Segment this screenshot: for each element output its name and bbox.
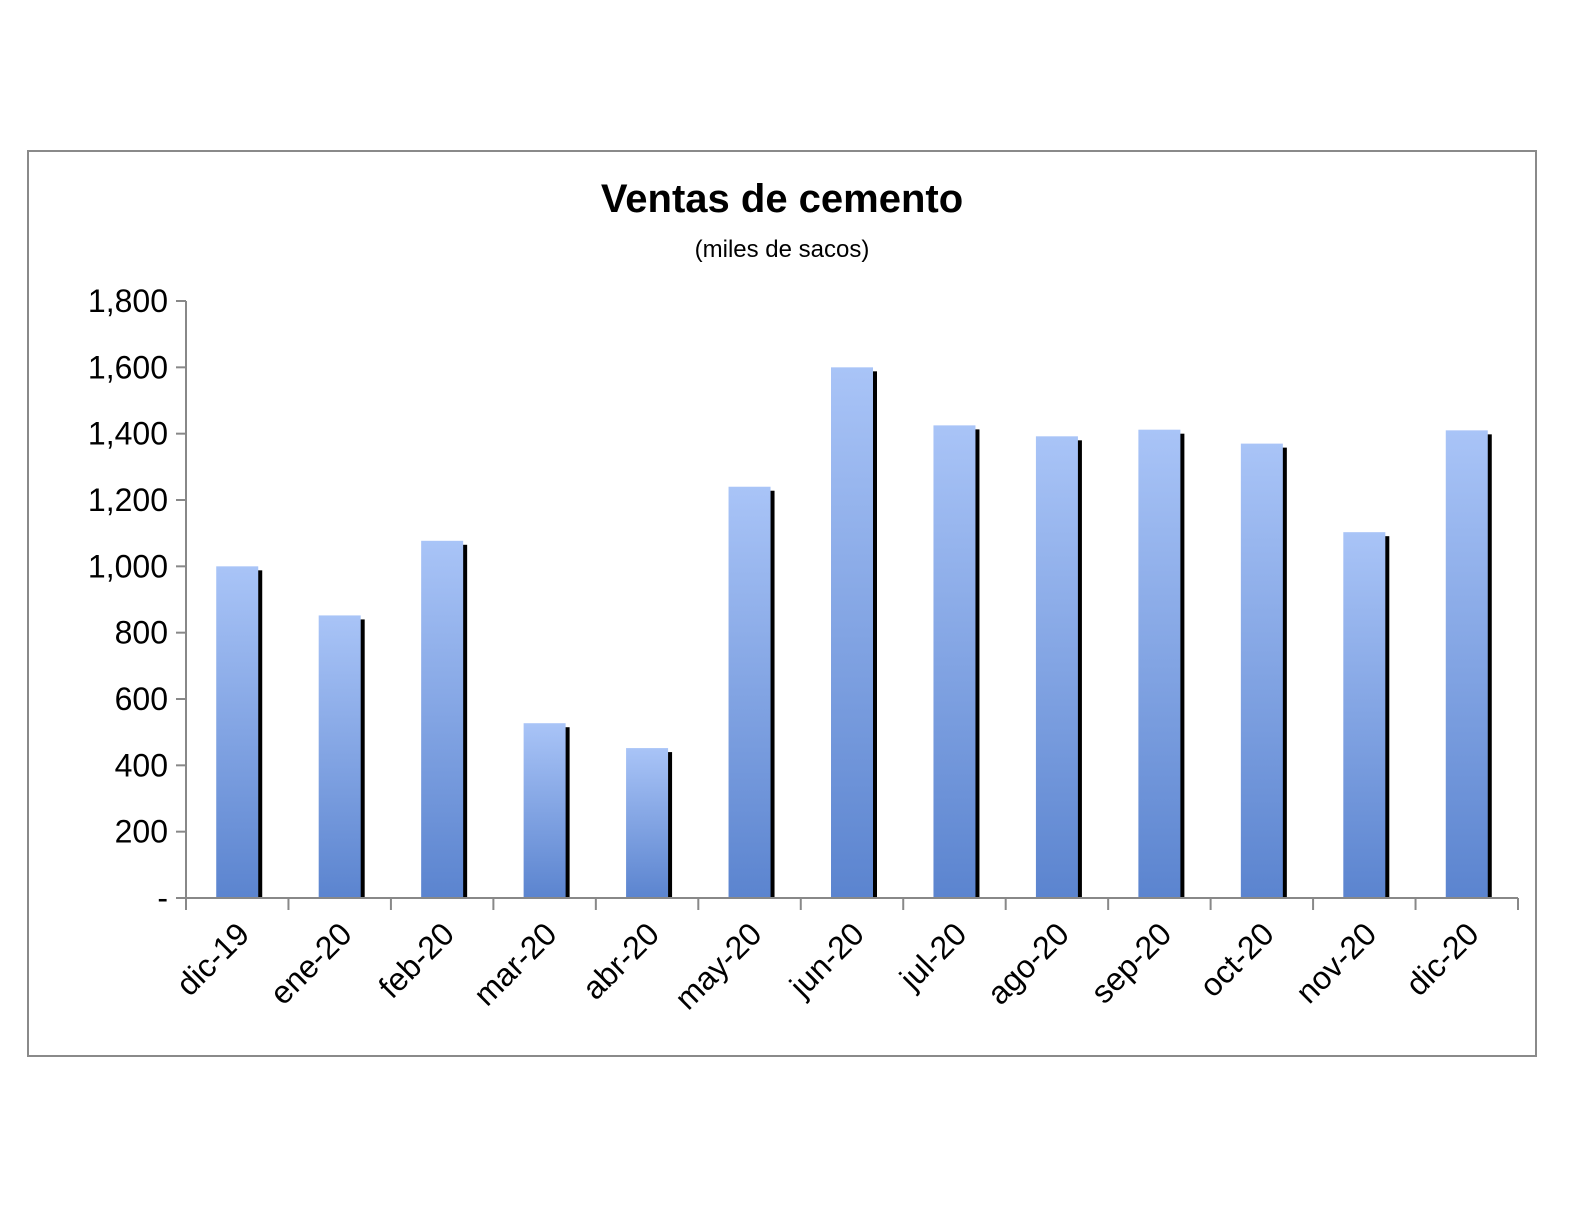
- y-tick-label: 200: [115, 814, 168, 850]
- bar: [1035, 436, 1078, 898]
- x-tick-label: jul-20: [892, 915, 974, 997]
- bar: [216, 566, 259, 898]
- x-tick-label: oct-20: [1192, 915, 1280, 1003]
- bar: [831, 367, 873, 898]
- x-axis: dic-19 ene-20 feb-20 mar-20 abr-20 may-20 jun-…: [169, 897, 1519, 1016]
- bar: [933, 425, 976, 898]
- x-tick-label: dic-19: [169, 915, 256, 1002]
- y-tick-label: 1,000: [88, 548, 168, 584]
- x-tick-label: sep-20: [1084, 915, 1179, 1010]
- bar: [728, 486, 771, 898]
- bar: [1138, 429, 1181, 898]
- x-tick-label: ago-20: [980, 915, 1076, 1011]
- bars: [216, 367, 1492, 898]
- bar: [1343, 532, 1386, 898]
- x-tick-label: feb-20: [371, 915, 461, 1005]
- y-tick-label: 1,200: [88, 482, 168, 518]
- y-tick-label: 1,800: [88, 283, 168, 319]
- y-tick-label: 600: [115, 681, 168, 717]
- y-tick-label: -: [157, 880, 168, 916]
- x-tick-label: ene-20: [263, 915, 359, 1011]
- bar: [1445, 430, 1488, 898]
- y-axis: - 200 400 600 800 1,000 1,200 1,400 1,600 1,800: [88, 283, 187, 916]
- bar: [1240, 443, 1283, 898]
- x-tick-label: nov-20: [1289, 915, 1384, 1010]
- x-tick-label: may-20: [668, 915, 769, 1016]
- chart-subtitle: (miles de sacos): [695, 236, 870, 263]
- y-tick-label: 800: [115, 615, 168, 651]
- chart-frame: Ventas de cemento (miles de sacos) - 200 4…: [27, 150, 1537, 1057]
- y-tick-label: 1,400: [88, 416, 168, 452]
- x-tick-label: mar-20: [466, 915, 563, 1012]
- x-tick-label: abr-20: [575, 915, 666, 1006]
- chart-title: Ventas de cemento: [601, 177, 963, 221]
- x-tick-label: jun-20: [782, 915, 871, 1004]
- bar-chart: Ventas de cemento (miles de sacos) - 200 4…: [88, 177, 1519, 1016]
- bar: [626, 748, 669, 898]
- y-tick-label: 400: [115, 747, 168, 783]
- y-tick-label: 1,600: [88, 349, 168, 385]
- x-tick-label: dic-20: [1399, 915, 1486, 1002]
- bar: [421, 540, 464, 898]
- bar: [523, 723, 566, 898]
- bar: [318, 615, 361, 898]
